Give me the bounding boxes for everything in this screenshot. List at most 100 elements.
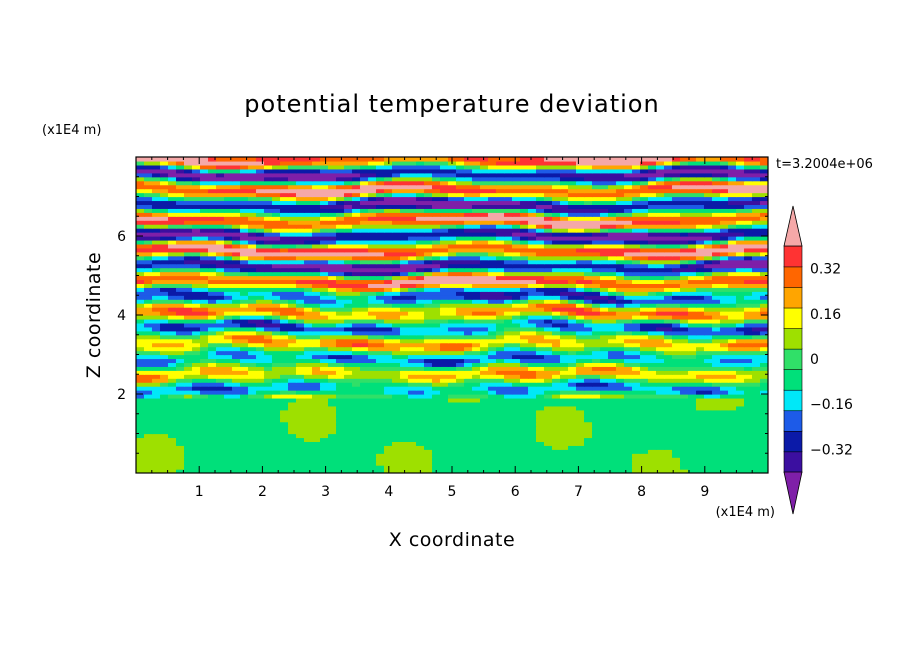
heatmap-cell bbox=[760, 461, 768, 466]
heatmap-cell bbox=[496, 461, 505, 466]
heatmap-cell bbox=[496, 366, 505, 371]
heatmap-cell bbox=[384, 275, 393, 281]
heatmap-cell bbox=[208, 433, 217, 439]
heatmap-cell bbox=[504, 457, 513, 462]
heatmap-cell bbox=[344, 378, 353, 383]
heatmap-cell bbox=[320, 330, 329, 336]
heatmap-cell bbox=[368, 338, 377, 344]
heatmap-cell bbox=[664, 267, 673, 273]
heatmap-cell bbox=[568, 232, 577, 237]
heatmap-cell bbox=[712, 232, 721, 237]
heatmap-cell bbox=[760, 445, 768, 450]
heatmap-cell bbox=[328, 267, 337, 273]
heatmap-cell bbox=[688, 354, 697, 360]
heatmap-cell bbox=[232, 255, 241, 261]
heatmap-cell bbox=[752, 271, 761, 277]
heatmap-cell bbox=[400, 394, 409, 399]
heatmap-cell bbox=[472, 461, 481, 466]
heatmap-cell bbox=[712, 370, 721, 375]
heatmap-cell bbox=[704, 299, 713, 304]
heatmap-cell bbox=[360, 287, 369, 292]
heatmap-cell bbox=[408, 417, 417, 423]
heatmap-cell bbox=[576, 243, 585, 249]
heatmap-cell bbox=[280, 243, 289, 249]
heatmap-cell bbox=[616, 386, 625, 391]
heatmap-cell bbox=[592, 303, 601, 308]
heatmap-cell bbox=[432, 247, 441, 253]
heatmap-cell bbox=[536, 461, 545, 466]
heatmap-cell bbox=[584, 255, 593, 261]
heatmap-cell bbox=[336, 394, 345, 399]
heatmap-cell bbox=[352, 330, 361, 336]
heatmap-cell bbox=[544, 417, 553, 423]
heatmap-cell bbox=[568, 315, 577, 320]
heatmap-cell bbox=[760, 358, 768, 363]
heatmap-cell bbox=[216, 228, 225, 233]
heatmap-cell bbox=[360, 228, 369, 233]
heatmap-cell bbox=[256, 405, 265, 411]
heatmap-cell bbox=[408, 283, 417, 288]
heatmap-cell bbox=[600, 315, 609, 320]
heatmap-cell bbox=[248, 425, 257, 431]
heatmap-cell bbox=[376, 417, 385, 423]
heatmap-cell bbox=[544, 255, 553, 261]
heatmap-cell bbox=[448, 378, 457, 383]
heatmap-cell bbox=[176, 239, 185, 245]
heatmap-cell bbox=[568, 342, 577, 348]
heatmap-cell bbox=[520, 433, 529, 439]
heatmap-cell bbox=[400, 247, 409, 253]
heatmap-cell bbox=[272, 295, 281, 300]
heatmap-cell bbox=[720, 354, 729, 360]
heatmap-cell bbox=[704, 401, 713, 407]
heatmap-cell bbox=[744, 315, 753, 320]
heatmap-cell bbox=[720, 417, 729, 423]
heatmap-cell bbox=[336, 425, 345, 431]
heatmap-cell bbox=[336, 259, 345, 265]
heatmap-cell bbox=[280, 417, 289, 423]
heatmap-cell bbox=[472, 283, 481, 288]
heatmap-cell bbox=[520, 295, 529, 300]
heatmap-cell bbox=[240, 354, 249, 360]
heatmap-cell bbox=[360, 342, 369, 348]
heatmap-cell bbox=[664, 437, 673, 442]
heatmap-cell bbox=[640, 255, 649, 261]
heatmap-cell bbox=[704, 362, 713, 367]
heatmap-cell bbox=[328, 239, 337, 245]
heatmap-cell bbox=[136, 318, 145, 324]
heatmap-cell bbox=[224, 299, 233, 304]
heatmap-cell bbox=[160, 259, 169, 265]
heatmap-cell bbox=[360, 358, 369, 363]
heatmap-cell bbox=[176, 390, 185, 395]
heatmap-cell bbox=[192, 390, 201, 395]
heatmap-cell bbox=[640, 330, 649, 336]
heatmap-cell bbox=[664, 441, 673, 446]
heatmap-cell bbox=[704, 334, 713, 340]
heatmap-cell bbox=[304, 239, 313, 245]
heatmap-cell bbox=[544, 429, 553, 435]
heatmap-cell bbox=[336, 378, 345, 383]
heatmap-cell bbox=[496, 401, 505, 407]
heatmap-cell bbox=[240, 469, 249, 473]
heatmap-cell bbox=[136, 425, 145, 431]
heatmap-cell bbox=[696, 374, 705, 379]
heatmap-cell bbox=[136, 267, 145, 273]
heatmap-cell bbox=[680, 421, 689, 427]
heatmap-cell bbox=[136, 279, 145, 284]
heatmap-cell bbox=[472, 326, 481, 332]
heatmap-cell bbox=[344, 228, 353, 233]
heatmap-cell bbox=[280, 386, 289, 391]
heatmap-cell bbox=[176, 429, 185, 435]
heatmap-cell bbox=[160, 362, 169, 367]
heatmap-cell bbox=[752, 433, 761, 439]
heatmap-cell bbox=[552, 401, 561, 407]
heatmap-cell bbox=[360, 299, 369, 304]
heatmap-cell bbox=[280, 397, 289, 403]
heatmap-cell bbox=[208, 346, 217, 352]
heatmap-cell bbox=[760, 243, 768, 249]
heatmap-cell bbox=[608, 283, 617, 288]
heatmap-cell bbox=[712, 311, 721, 316]
heatmap-cell bbox=[664, 283, 673, 288]
heatmap-cell bbox=[576, 239, 585, 245]
heatmap-cell bbox=[696, 295, 705, 300]
heatmap-cell bbox=[696, 251, 705, 257]
